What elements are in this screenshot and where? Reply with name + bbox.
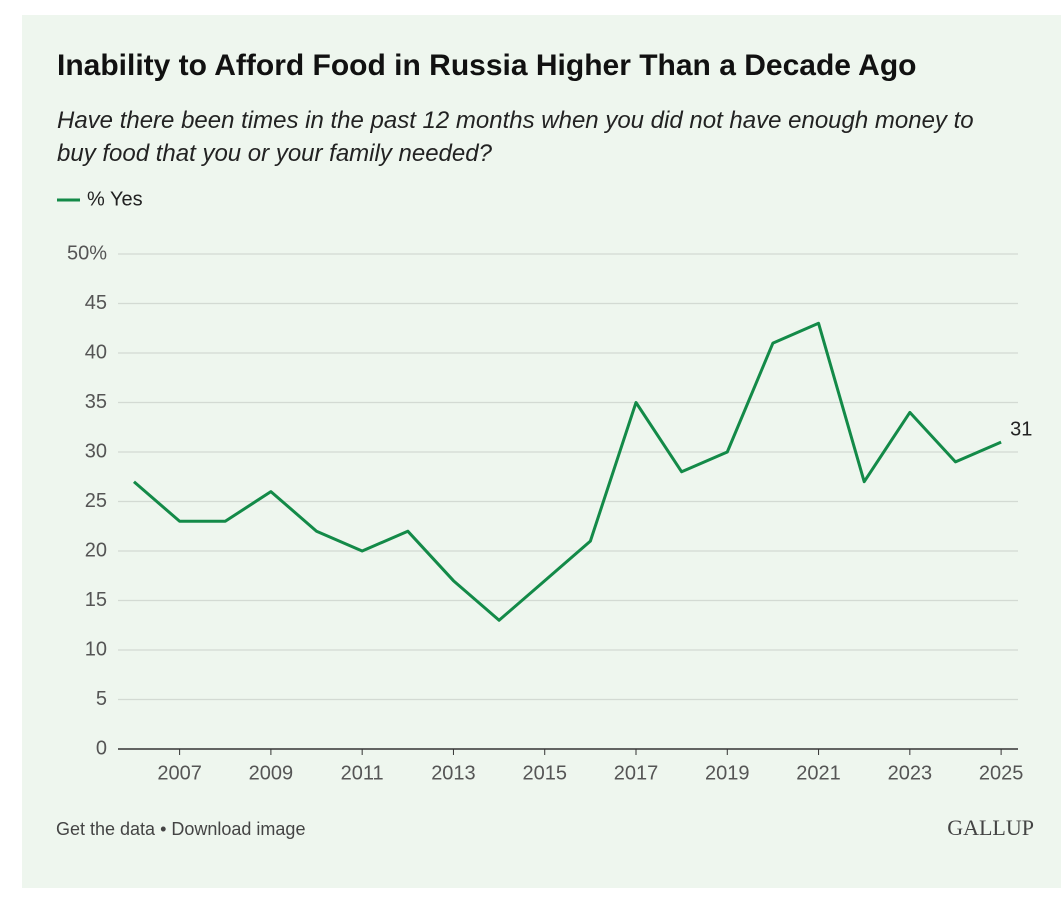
x-tick-label: 2007 [157, 762, 202, 784]
data-line [132, 321, 1002, 622]
y-tick-label: 25 [85, 490, 107, 512]
y-tick-label: 50% [67, 242, 107, 264]
y-tick-label: 35 [85, 391, 107, 413]
x-tick-label: 2023 [888, 762, 933, 784]
footer-links[interactable]: Get the data • Download image [56, 819, 305, 839]
y-tick-label: 0 [96, 737, 107, 759]
legend-label: % Yes [87, 188, 143, 210]
chart-title: Inability to Afford Food in Russia Highe… [57, 49, 917, 82]
y-tick-label: 5 [96, 688, 107, 710]
x-tick-label: 2015 [522, 762, 567, 784]
x-tick-label: 2019 [705, 762, 750, 784]
x-tick-label: 2009 [249, 762, 294, 784]
logo: GALLUP [947, 815, 1034, 840]
y-tick-label: 15 [85, 589, 107, 611]
x-tick-label: 2021 [796, 762, 841, 784]
y-tick-label: 20 [85, 539, 107, 561]
x-tick-label: 2011 [341, 762, 384, 784]
y-tick-label: 10 [85, 638, 107, 660]
end-value-label: 31 [1010, 418, 1032, 440]
y-tick-label: 30 [85, 440, 107, 462]
chart-subtitle: Have there been times in the past 12 mon… [57, 107, 974, 167]
x-tick-label: 2017 [614, 762, 659, 784]
x-tick-label: 2025 [979, 762, 1024, 784]
y-tick-label: 40 [85, 341, 107, 363]
y-tick-label: 45 [85, 292, 107, 314]
x-tick-label: 2013 [431, 762, 476, 784]
